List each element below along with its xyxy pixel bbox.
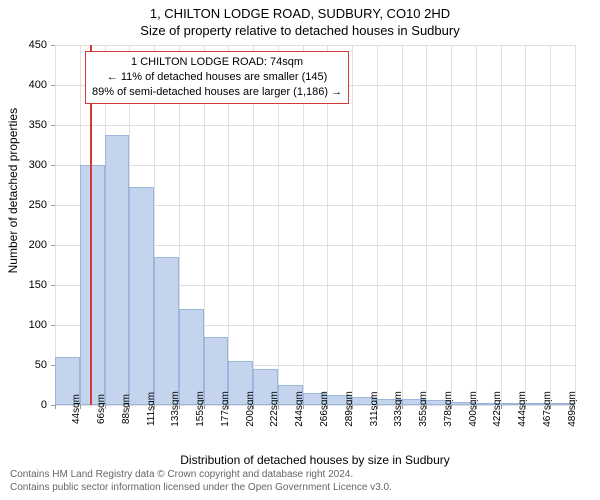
- x-axis-label: Distribution of detached houses by size …: [55, 453, 575, 467]
- ytick-label: 450: [7, 39, 47, 51]
- chart-area: 05010015020025030035040045044sqm66sqm88s…: [55, 45, 575, 405]
- tick-mark-x: [377, 405, 378, 409]
- tick-mark-x: [525, 405, 526, 409]
- gridline-h: [55, 165, 575, 166]
- gridline-v: [402, 45, 403, 405]
- tick-mark-x: [55, 405, 56, 409]
- ytick-label: 100: [7, 319, 47, 331]
- tick-mark-x: [451, 405, 452, 409]
- gridline-v: [451, 45, 452, 405]
- histogram-bar: [80, 165, 105, 405]
- y-axis-label: Number of detached properties: [6, 108, 20, 273]
- tick-mark-x: [278, 405, 279, 409]
- tick-mark-x: [179, 405, 180, 409]
- gridline-v: [377, 45, 378, 405]
- annotation-line2: ← 11% of detached houses are smaller (14…: [92, 70, 342, 85]
- gridline-v: [476, 45, 477, 405]
- gridline-v: [426, 45, 427, 405]
- tick-mark-x: [352, 405, 353, 409]
- histogram-bar: [129, 187, 154, 405]
- tick-mark-x: [204, 405, 205, 409]
- footer-line2: Contains public sector information licen…: [10, 481, 392, 494]
- annotation-line3: 89% of semi-detached houses are larger (…: [92, 85, 342, 100]
- tick-mark-x: [154, 405, 155, 409]
- ytick-label: 400: [7, 79, 47, 91]
- tick-mark-x: [253, 405, 254, 409]
- gridline-h: [55, 45, 575, 46]
- footer: Contains HM Land Registry data © Crown c…: [10, 468, 392, 494]
- footer-line1: Contains HM Land Registry data © Crown c…: [10, 468, 392, 481]
- tick-mark-x: [501, 405, 502, 409]
- tick-mark-x: [129, 405, 130, 409]
- annotation-box: 1 CHILTON LODGE ROAD: 74sqm ← 11% of det…: [85, 51, 349, 104]
- gridline-v: [501, 45, 502, 405]
- gridline-v: [55, 45, 56, 405]
- tick-mark-x: [80, 405, 81, 409]
- histogram-bar: [105, 135, 130, 405]
- tick-mark-x: [327, 405, 328, 409]
- gridline-h: [55, 125, 575, 126]
- tick-mark-x: [105, 405, 106, 409]
- tick-mark-x: [402, 405, 403, 409]
- title-main: 1, CHILTON LODGE ROAD, SUDBURY, CO10 2HD: [0, 0, 600, 21]
- tick-mark-x: [228, 405, 229, 409]
- tick-mark-x: [476, 405, 477, 409]
- histogram-bar: [154, 257, 179, 405]
- tick-mark-x: [303, 405, 304, 409]
- annotation-line1: 1 CHILTON LODGE ROAD: 74sqm: [92, 55, 342, 70]
- gridline-v: [575, 45, 576, 405]
- tick-mark-x: [550, 405, 551, 409]
- gridline-v: [550, 45, 551, 405]
- gridline-v: [352, 45, 353, 405]
- ytick-label: 0: [7, 399, 47, 411]
- tick-mark-x: [426, 405, 427, 409]
- ytick-label: 50: [7, 359, 47, 371]
- title-sub: Size of property relative to detached ho…: [0, 21, 600, 38]
- ytick-label: 150: [7, 279, 47, 291]
- gridline-v: [525, 45, 526, 405]
